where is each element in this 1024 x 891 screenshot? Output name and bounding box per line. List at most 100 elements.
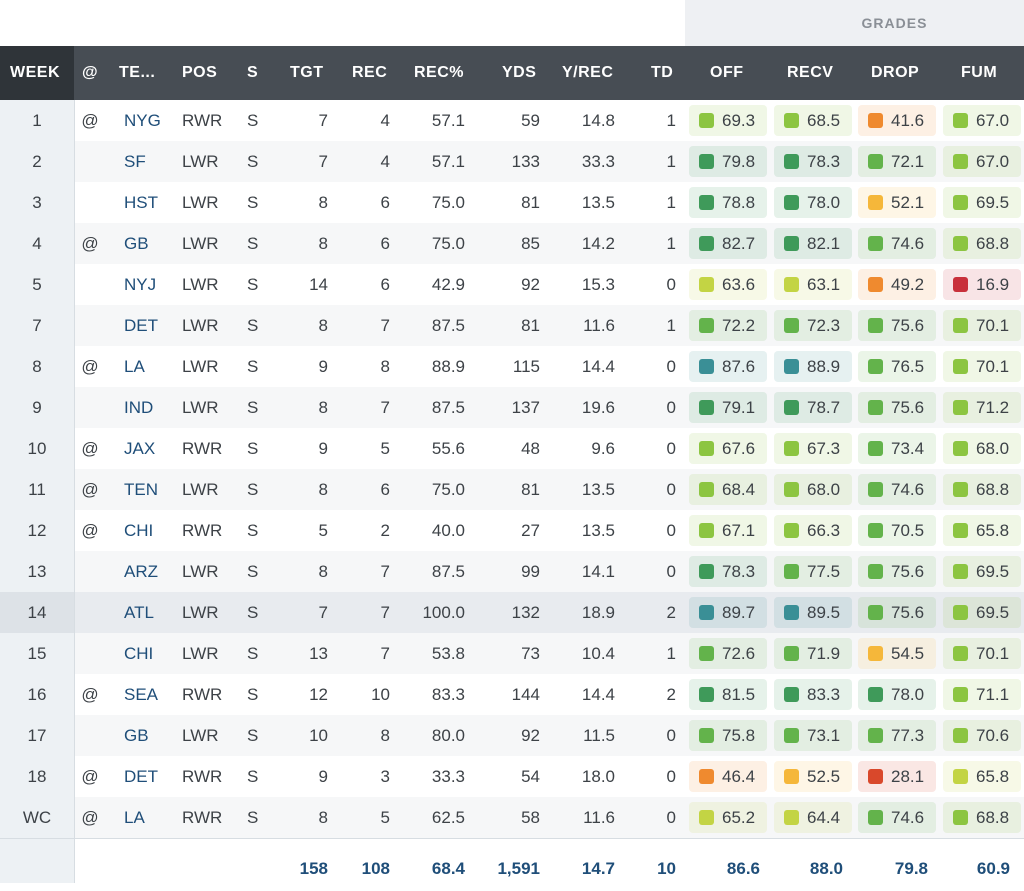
team-cell[interactable]: LA [124,807,145,827]
at-cell: @ [81,684,99,704]
rec-cell: 6 [380,233,390,253]
grade-swatch-icon [868,154,883,169]
drop-grade: 75.6 [858,310,936,341]
grade-value: 82.7 [722,233,756,253]
table-row[interactable]: 9 IND LWR S 8 7 87.5 137 19.6 0 79.1 78.7 75.6 71.2 [0,387,1024,428]
td-cell: 0 [666,356,676,376]
team-cell[interactable]: DET [124,766,158,786]
s-cell: S [247,151,259,171]
s-cell: S [247,684,259,704]
grade-swatch-icon [868,728,883,743]
grade-swatch-icon [868,400,883,415]
team-cell[interactable]: SF [124,151,146,171]
total-rec: 108 [361,859,390,878]
pos-cell: LWR [182,602,219,622]
table-row[interactable]: 4 @ GB LWR S 8 6 75.0 85 14.2 1 82.7 82.1 74.6 68.8 [0,223,1024,264]
team-cell[interactable]: SEA [124,684,159,704]
grade-swatch-icon [953,113,968,128]
at-cell [80,715,100,756]
table-row[interactable]: 7 DET LWR S 8 7 87.5 81 11.6 1 72.2 72.3 75.6 70.1 [0,305,1024,346]
recv-grade: 88.9 [774,351,852,382]
team-cell[interactable]: ATL [124,602,154,622]
grade-swatch-icon [784,113,799,128]
table-row[interactable]: 14 ATL LWR S 7 7 100.0 132 18.9 2 89.7 89.5 75.6 69.5 [0,592,1024,633]
off-grade: 68.4 [689,474,767,505]
col-header-tgt[interactable]: TGT [290,64,324,81]
recv-grade: 63.1 [774,269,852,300]
y-rec-cell: 18.9 [581,602,615,622]
yds-cell: 92 [521,274,540,294]
table-row[interactable]: 5 NYJ LWR S 14 6 42.9 92 15.3 0 63.6 63.1 49.2 16.9 [0,264,1024,305]
team-cell[interactable]: LA [124,356,145,376]
rec-pct-cell: 87.5 [431,397,465,417]
grade-swatch-icon [953,400,968,415]
at-cell [80,305,100,346]
team-cell[interactable]: ARZ [124,561,158,581]
recv-grade: 67.3 [774,433,852,464]
grade-value: 76.5 [891,356,925,376]
grade-value: 78.0 [891,684,925,704]
table-row[interactable]: 12 @ CHI RWR S 5 2 40.0 27 13.5 0 67.1 66.3 70.5 65.8 [0,510,1024,551]
table-row[interactable]: 10 @ JAX RWR S 9 5 55.6 48 9.6 0 67.6 67.3 73.4 68.0 [0,428,1024,469]
col-header-drop[interactable]: DROP [871,64,920,81]
grade-value: 75.6 [891,602,925,622]
team-cell[interactable]: IND [124,397,154,417]
col-header-off[interactable]: OFF [710,64,744,81]
col-header-at[interactable]: @ [82,64,99,81]
tgt-cell: 8 [318,807,328,827]
grade-swatch-icon [784,154,799,169]
table-row[interactable]: 3 HST LWR S 8 6 75.0 81 13.5 1 78.8 78.0 52.1 69.5 [0,182,1024,223]
td-cell: 1 [666,233,676,253]
table-row[interactable]: 11 @ TEN LWR S 8 6 75.0 81 13.5 0 68.4 68.0 74.6 68.8 [0,469,1024,510]
col-header-td[interactable]: TD [651,64,674,81]
drop-grade: 75.6 [858,597,936,628]
col-header-yds[interactable]: YDS [502,64,537,81]
totals-week-cell [0,839,75,883]
tgt-cell: 7 [318,602,328,622]
tgt-cell: 8 [318,315,328,335]
team-cell[interactable]: CHI [124,520,154,540]
col-header-recv[interactable]: RECV [787,64,834,81]
table-row[interactable]: 13 ARZ LWR S 8 7 87.5 99 14.1 0 78.3 77.5 75.6 69.5 [0,551,1024,592]
col-header-fum[interactable]: FUM [961,64,998,81]
col-header-pos[interactable]: POS [182,64,218,81]
col-header-team[interactable]: TE... [119,64,156,81]
table-row[interactable]: 15 CHI LWR S 13 7 53.8 73 10.4 1 72.6 71.9 54.5 70.1 [0,633,1024,674]
col-header-rec[interactable]: REC [352,64,388,81]
grade-value: 71.9 [807,643,841,663]
col-header-rec-pct[interactable]: REC% [414,64,465,81]
team-cell[interactable]: NYG [124,110,161,130]
grade-value: 64.4 [807,807,841,827]
team-cell[interactable]: CHI [124,643,154,663]
table-row[interactable]: 18 @ DET RWR S 9 3 33.3 54 18.0 0 46.4 52.5 28.1 65.8 [0,756,1024,797]
grade-swatch-icon [868,318,883,333]
team-cell[interactable]: GB [124,725,149,745]
grade-swatch-icon [868,277,883,292]
table-row[interactable]: WC @ LA RWR S 8 5 62.5 58 11.6 0 65.2 64.4 74.6 68.8 [0,797,1024,838]
pos-cell: LWR [182,192,219,212]
grade-value: 72.6 [722,643,756,663]
col-header-y-rec[interactable]: Y/REC [562,64,614,81]
table-row[interactable]: 16 @ SEA RWR S 12 10 83.3 144 14.4 2 81.5 83.3 78.0 71… [0,674,1024,715]
table-row[interactable]: 1 @ NYG RWR S 7 4 57.1 59 14.8 1 69.3 68.5 41.6 67.0 [0,100,1024,141]
table-row[interactable]: 2 SF LWR S 7 4 57.1 133 33.3 1 79.8 78.3 72.1 67.0 [0,141,1024,182]
grade-swatch-icon [784,400,799,415]
team-cell[interactable]: NYJ [124,274,157,294]
week-cell: 2 [0,141,75,182]
team-cell[interactable]: DET [124,315,158,335]
y-rec-cell: 13.5 [581,192,615,212]
team-cell[interactable]: JAX [124,438,156,458]
table-row[interactable]: 17 GB LWR S 10 8 80.0 92 11.5 0 75.8 73.1 77.3 70.6 [0,715,1024,756]
team-cell[interactable]: GB [124,233,149,253]
col-header-s[interactable]: S [247,64,259,81]
team-cell[interactable]: TEN [124,479,158,499]
grade-value: 71.1 [976,684,1010,704]
table-row[interactable]: 8 @ LA LWR S 9 8 88.9 115 14.4 0 87.6 88.9 76.5 70.1 [0,346,1024,387]
team-cell[interactable]: HST [124,192,158,212]
rec-cell: 7 [380,561,390,581]
drop-grade: 52.1 [858,187,936,218]
off-grade: 81.5 [689,679,767,710]
recv-grade: 78.3 [774,146,852,177]
col-header-week[interactable]: WEEK [10,64,60,81]
rec-pct-cell: 57.1 [431,110,465,130]
